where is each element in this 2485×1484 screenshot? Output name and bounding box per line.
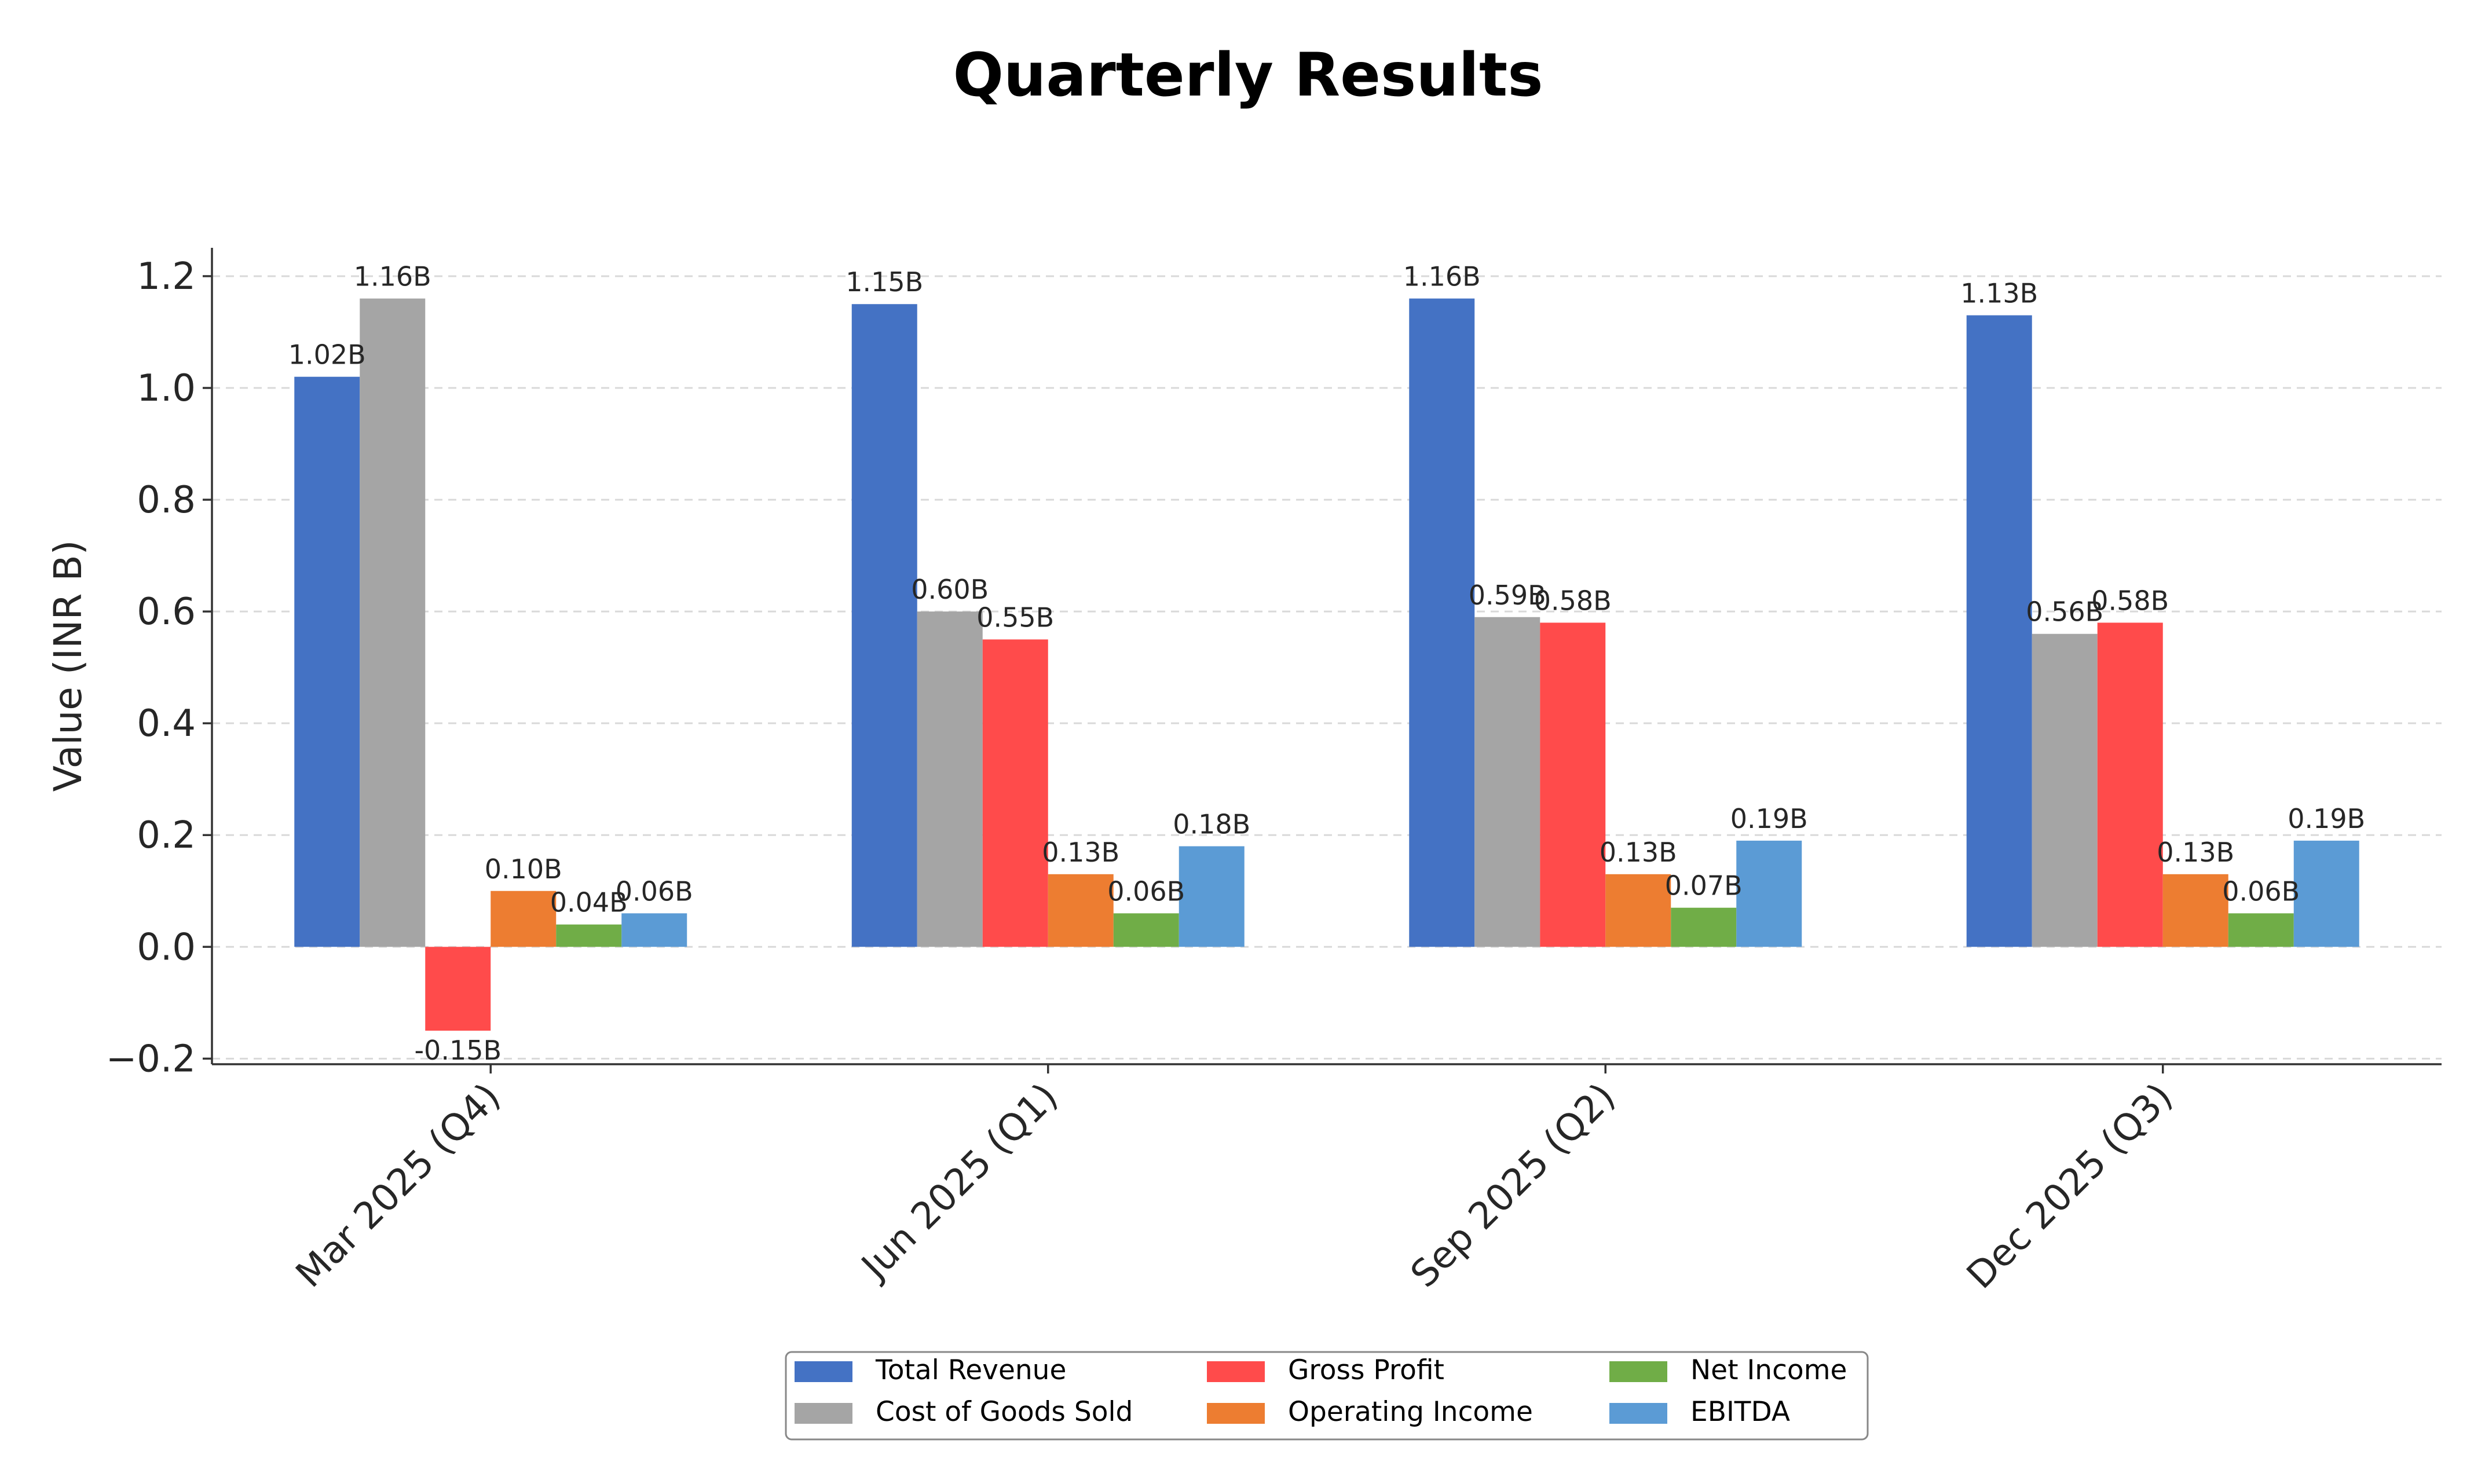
data-label: 0.19B <box>1730 803 1808 834</box>
legend-label: Net Income <box>1690 1354 1847 1386</box>
grid-lines <box>212 275 2442 1060</box>
data-label: -0.15B <box>414 1035 502 1066</box>
data-label: 1.15B <box>846 266 923 298</box>
data-label: 0.56B <box>2026 596 2103 628</box>
legend-label: Gross Profit <box>1288 1354 1444 1386</box>
bar <box>1409 298 1475 947</box>
data-label: 0.07B <box>1665 870 1743 902</box>
y-tick-label: 0.4 <box>137 702 196 745</box>
y-tick-label: 0.2 <box>137 814 196 857</box>
data-label: 0.19B <box>2288 803 2365 834</box>
x-tick-label: Jun 2025 (Q1) <box>852 1075 1067 1289</box>
data-labels: 1.02B1.16B-0.15B0.10B0.04B0.06B1.15B0.60… <box>288 261 2365 1067</box>
bar <box>2032 633 2098 947</box>
data-label: 0.13B <box>1042 837 1119 868</box>
bar <box>2228 913 2294 947</box>
y-tick-label: 0.8 <box>137 479 196 522</box>
legend-swatch <box>1207 1403 1265 1424</box>
legend-swatch <box>1609 1361 1667 1382</box>
bar <box>425 947 491 1031</box>
x-ticks: Mar 2025 (Q4) Jun 2025 (Q1) Sep 2025 (Q2) D… <box>288 1064 2181 1298</box>
legend-swatch <box>1207 1361 1265 1382</box>
x-tick-label: Sep 2025 (Q2) <box>1403 1075 1623 1296</box>
data-label: 0.10B <box>485 853 562 885</box>
legend-label: EBITDA <box>1690 1396 1790 1428</box>
bar <box>360 298 426 947</box>
axes <box>211 248 2442 1065</box>
x-tick-label: Dec 2025 (Q3) <box>1959 1075 2182 1298</box>
bar <box>1048 874 1114 947</box>
legend-swatch <box>795 1361 852 1382</box>
data-label: 0.06B <box>1107 875 1185 907</box>
data-label: 0.58B <box>1534 585 1612 616</box>
bar <box>1540 622 1606 947</box>
bar <box>1671 907 1737 947</box>
bars <box>294 298 2359 1031</box>
x-tick-label: Mar 2025 (Q4) <box>288 1075 508 1296</box>
y-tick-label: 1.2 <box>137 255 196 298</box>
y-ticks: −0.2 0.0 0.2 0.4 0.6 0.8 1.0 1.2 <box>106 255 212 1080</box>
bar <box>917 611 983 947</box>
bar <box>982 639 1048 947</box>
y-tick-label: 0.6 <box>137 591 196 633</box>
legend-label: Cost of Goods Sold <box>876 1396 1133 1428</box>
bar <box>1966 315 2032 947</box>
bar <box>556 924 622 947</box>
y-axis-label: Value (INR B) <box>46 540 90 792</box>
bar <box>1605 874 1671 947</box>
bar <box>2293 840 2359 947</box>
data-label: 1.13B <box>1960 278 2038 309</box>
data-label: 0.59B <box>1469 580 1546 611</box>
y-tick-label: 1.0 <box>137 367 196 410</box>
y-tick-label: −0.2 <box>106 1038 196 1080</box>
legend-label: Operating Income <box>1288 1396 1533 1428</box>
bar <box>1736 840 1802 947</box>
data-label: 0.06B <box>616 875 693 907</box>
data-label: 1.02B <box>288 339 366 371</box>
data-label: 0.04B <box>550 887 628 918</box>
legend-swatch <box>795 1403 852 1424</box>
y-tick-label: 0.0 <box>137 926 196 969</box>
data-label: 1.16B <box>1403 261 1481 292</box>
bar <box>294 376 360 947</box>
data-label: 0.18B <box>1173 809 1250 840</box>
legend-frame <box>785 1351 1869 1441</box>
data-label: 1.16B <box>354 261 431 292</box>
bar <box>1113 913 1179 947</box>
legend-swatch <box>1609 1403 1667 1424</box>
data-label: 0.58B <box>2091 585 2169 616</box>
chart-title: Quarterly Results <box>953 41 1543 110</box>
data-label: 0.60B <box>911 574 989 605</box>
bar <box>1474 617 1540 947</box>
data-label: 0.55B <box>976 602 1054 633</box>
bar <box>2162 874 2228 947</box>
bar <box>491 891 557 947</box>
bar <box>2097 622 2163 947</box>
data-label: 0.13B <box>1600 837 1677 868</box>
data-label: 0.06B <box>2222 875 2300 907</box>
bar <box>851 304 917 947</box>
bar <box>1179 846 1245 947</box>
legend: Total Revenue Cost of Goods Sold Gross Pro… <box>785 1351 1869 1441</box>
legend-label: Total Revenue <box>875 1354 1066 1386</box>
data-label: 0.13B <box>2157 837 2234 868</box>
bar <box>621 913 687 947</box>
legend-items: Total Revenue Cost of Goods Sold Gross Pro… <box>795 1354 1847 1428</box>
